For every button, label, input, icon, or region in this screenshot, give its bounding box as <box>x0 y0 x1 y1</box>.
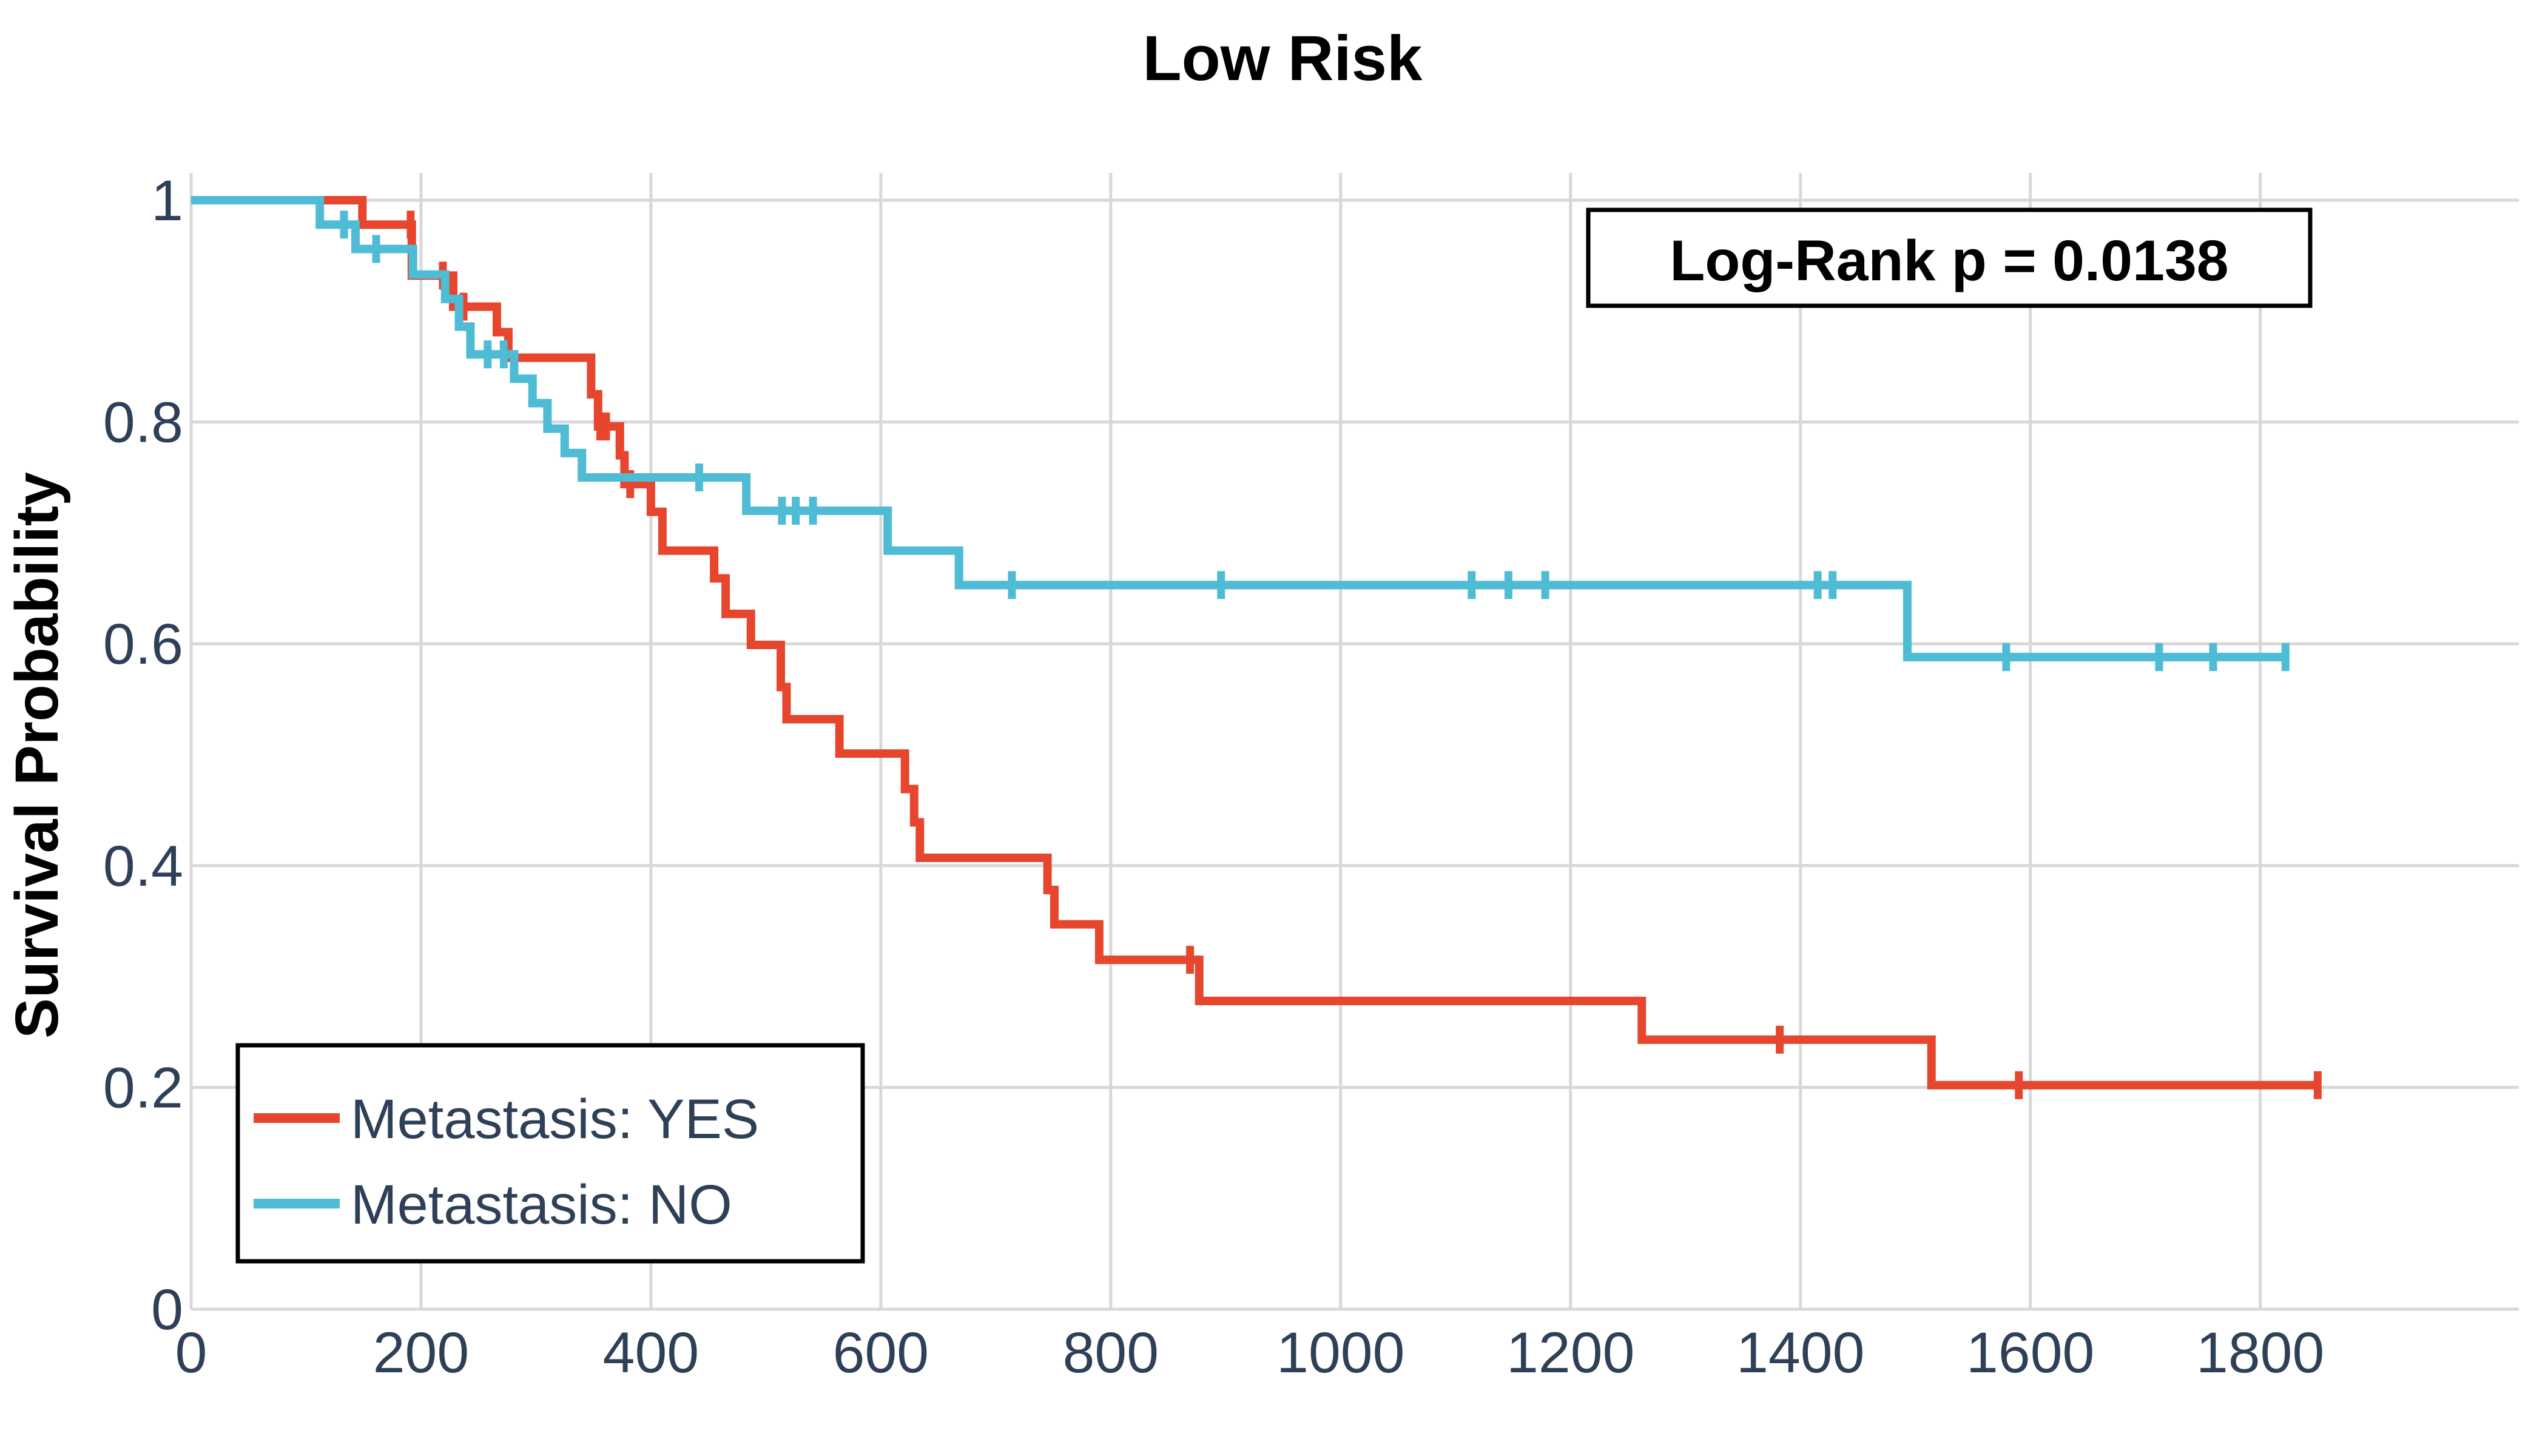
legend-box <box>235 1043 865 1264</box>
y-tick-label-0.2: 0.2 <box>103 1056 183 1120</box>
x-axis-tick-labels: 0 200 400 600 800 1000 1200 1400 1600 1800 <box>175 1321 2325 1385</box>
x-tick-label-400: 400 <box>603 1321 699 1385</box>
x-tick-label-200: 200 <box>373 1321 470 1385</box>
x-tick-label-1200: 1200 <box>1506 1321 1634 1385</box>
y-tick-label-0: 0 <box>151 1278 183 1342</box>
legend: Metastasis: YES Metastasis: NO <box>235 1043 865 1264</box>
km-curve-metastasis-yes <box>191 196 2318 1090</box>
y-axis-tick-labels: 1 0.8 0.6 0.4 0.2 0 <box>103 169 183 1342</box>
x-tick-label-800: 800 <box>1063 1321 1159 1385</box>
y-tick-label-0.8: 0.8 <box>103 391 183 455</box>
chart-title: Low Risk <box>1143 23 1423 94</box>
x-tick-label-1600: 1600 <box>1966 1321 2094 1385</box>
y-tick-label-0.4: 0.4 <box>103 834 183 898</box>
legend-label-metastasis-no: Metastasis: NO <box>351 1174 732 1236</box>
y-axis-label: Survival Probability <box>3 472 71 1039</box>
logrank-annotation: Log-Rank p = 0.0138 <box>1586 207 2313 308</box>
km-curves <box>191 196 2322 1099</box>
x-tick-label-1400: 1400 <box>1736 1321 1864 1385</box>
gridlines <box>189 173 2519 1311</box>
y-tick-label-1: 1 <box>151 169 183 233</box>
x-tick-label-0: 0 <box>175 1321 207 1385</box>
logrank-text: Log-Rank p = 0.0138 <box>1670 229 2228 293</box>
y-tick-label-0.6: 0.6 <box>103 612 183 676</box>
x-tick-label-1800: 1800 <box>2196 1321 2324 1385</box>
logrank-box <box>1586 207 2313 308</box>
x-tick-label-600: 600 <box>833 1321 929 1385</box>
x-tick-label-1000: 1000 <box>1276 1321 1404 1385</box>
legend-label-metastasis-yes: Metastasis: YES <box>351 1088 759 1150</box>
km-curve-metastasis-no <box>191 196 2286 662</box>
